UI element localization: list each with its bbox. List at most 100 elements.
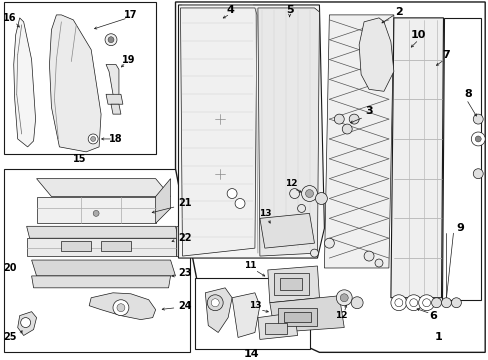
Bar — [264, 323, 286, 334]
Text: 4: 4 — [226, 5, 234, 15]
Bar — [195, 278, 309, 349]
Polygon shape — [358, 18, 393, 91]
Circle shape — [431, 298, 441, 308]
Circle shape — [374, 259, 382, 267]
Circle shape — [450, 298, 460, 308]
Text: 6: 6 — [429, 311, 437, 321]
Circle shape — [207, 295, 223, 311]
Text: 14: 14 — [244, 349, 259, 359]
Polygon shape — [26, 226, 178, 238]
Polygon shape — [180, 8, 256, 256]
Circle shape — [226, 189, 237, 198]
Circle shape — [342, 124, 351, 134]
Circle shape — [441, 298, 450, 308]
Circle shape — [305, 190, 313, 198]
Circle shape — [117, 304, 124, 312]
Polygon shape — [175, 226, 178, 256]
Circle shape — [211, 299, 219, 307]
Bar — [279, 278, 301, 290]
Polygon shape — [324, 15, 393, 268]
Polygon shape — [106, 94, 122, 104]
Polygon shape — [37, 179, 170, 197]
Circle shape — [297, 204, 305, 212]
Polygon shape — [390, 18, 443, 298]
Polygon shape — [441, 18, 480, 300]
Circle shape — [409, 299, 417, 307]
Polygon shape — [14, 18, 36, 147]
Circle shape — [422, 299, 430, 307]
Polygon shape — [26, 238, 175, 256]
Circle shape — [336, 290, 351, 306]
Polygon shape — [257, 312, 297, 339]
Text: 25: 25 — [3, 332, 17, 342]
Text: 17: 17 — [124, 10, 137, 20]
Text: 13: 13 — [258, 209, 270, 218]
Circle shape — [470, 132, 484, 146]
Text: 20: 20 — [3, 263, 17, 273]
Polygon shape — [111, 104, 121, 114]
Bar — [101, 241, 131, 251]
Circle shape — [334, 114, 344, 124]
Text: 8: 8 — [464, 89, 471, 99]
Bar — [61, 241, 91, 251]
Text: 10: 10 — [410, 30, 426, 40]
Circle shape — [289, 189, 299, 198]
Circle shape — [394, 299, 402, 307]
Text: 19: 19 — [122, 55, 135, 64]
Text: 5: 5 — [285, 5, 293, 15]
Text: 3: 3 — [365, 106, 372, 116]
Text: 24: 24 — [178, 301, 192, 311]
Text: 9: 9 — [455, 223, 464, 233]
Polygon shape — [257, 8, 319, 256]
Circle shape — [301, 186, 317, 202]
Circle shape — [105, 34, 117, 46]
Text: 2: 2 — [394, 7, 402, 17]
Text: 23: 23 — [178, 268, 192, 278]
Text: 11: 11 — [243, 261, 256, 270]
Text: 13: 13 — [248, 301, 261, 310]
Bar — [273, 273, 308, 295]
Circle shape — [108, 37, 114, 43]
Circle shape — [90, 136, 96, 141]
Bar — [283, 312, 311, 321]
Text: 12: 12 — [334, 311, 347, 320]
Polygon shape — [269, 296, 344, 333]
Polygon shape — [106, 64, 119, 99]
Bar — [4, 169, 190, 352]
Polygon shape — [267, 266, 319, 303]
Polygon shape — [32, 276, 170, 288]
Polygon shape — [155, 179, 170, 223]
Text: 18: 18 — [109, 134, 122, 144]
Polygon shape — [49, 15, 101, 152]
Circle shape — [113, 300, 129, 316]
Polygon shape — [18, 312, 37, 336]
Polygon shape — [232, 293, 259, 337]
Circle shape — [315, 193, 326, 204]
Text: 16: 16 — [3, 13, 17, 23]
Bar — [4, 2, 155, 154]
Polygon shape — [205, 288, 232, 333]
Circle shape — [20, 318, 31, 328]
Polygon shape — [175, 2, 484, 352]
Circle shape — [472, 169, 482, 179]
Polygon shape — [178, 5, 324, 258]
Polygon shape — [89, 293, 155, 320]
Text: 22: 22 — [178, 233, 192, 243]
Circle shape — [405, 295, 421, 311]
Circle shape — [350, 297, 363, 309]
Circle shape — [474, 136, 480, 142]
Circle shape — [340, 294, 347, 302]
Circle shape — [93, 210, 99, 216]
Circle shape — [310, 249, 318, 257]
Text: 7: 7 — [442, 50, 449, 60]
Circle shape — [390, 295, 406, 311]
Circle shape — [324, 238, 334, 248]
Text: 12: 12 — [285, 179, 297, 188]
Circle shape — [418, 295, 434, 311]
Polygon shape — [259, 213, 314, 248]
Text: 21: 21 — [178, 198, 192, 208]
Text: 1: 1 — [434, 332, 442, 342]
Circle shape — [472, 114, 482, 124]
Polygon shape — [37, 197, 155, 223]
Circle shape — [348, 114, 358, 124]
